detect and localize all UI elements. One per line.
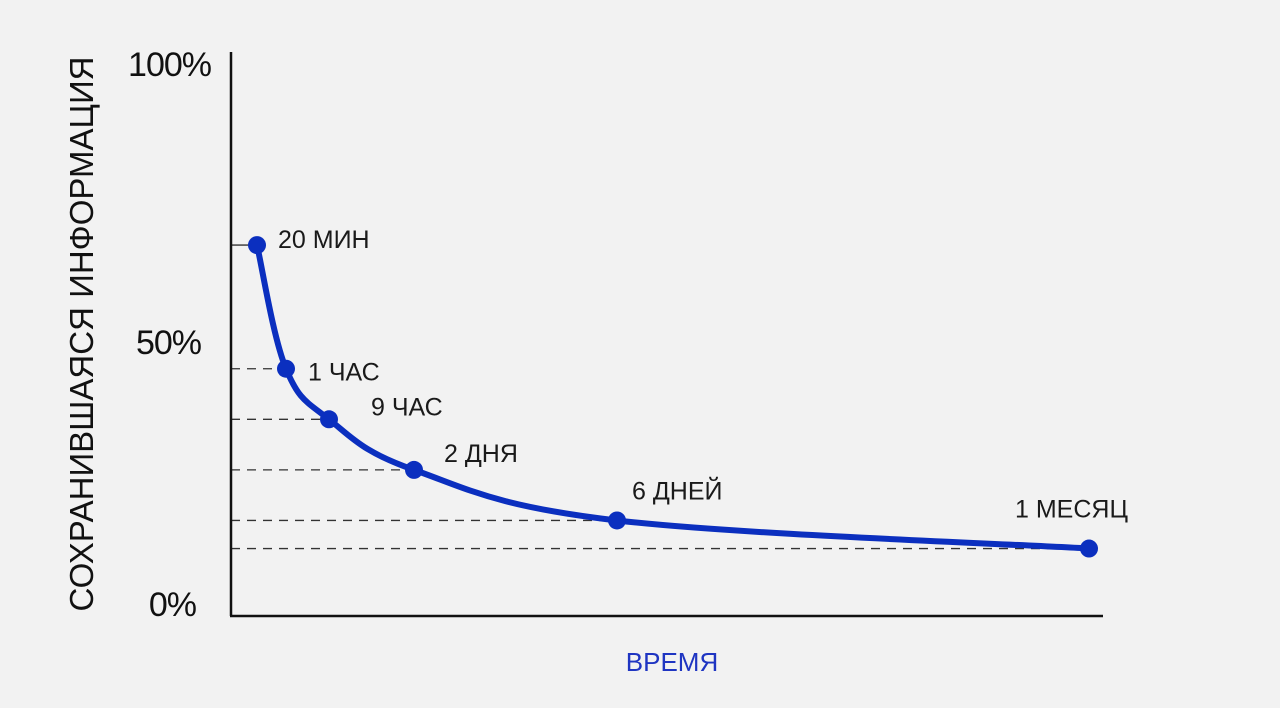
point-label: 20 МИН xyxy=(278,226,370,254)
data-point xyxy=(277,359,295,378)
y-tick-50: 50% xyxy=(136,324,202,362)
data-point xyxy=(320,410,338,429)
data-points xyxy=(248,236,1098,558)
point-label: 6 ДНЕЙ xyxy=(632,475,722,505)
y-tick-100: 100% xyxy=(128,46,212,84)
y-axis-label: СОХРАНИВШАЯСЯ ИНФОРМАЦИЯ xyxy=(63,56,100,611)
point-label: 2 ДНЯ xyxy=(444,440,518,468)
point-label: 1 ЧАС xyxy=(308,359,380,387)
data-point xyxy=(1080,539,1098,558)
y-tick-0: 0% xyxy=(149,586,197,624)
data-point xyxy=(405,460,423,479)
point-label: 9 ЧАС xyxy=(371,393,443,421)
data-point xyxy=(248,236,266,255)
point-label: 1 МЕСЯЦ xyxy=(1015,496,1128,524)
data-point xyxy=(608,511,626,530)
x-axis-label: ВРЕМЯ xyxy=(626,647,718,677)
